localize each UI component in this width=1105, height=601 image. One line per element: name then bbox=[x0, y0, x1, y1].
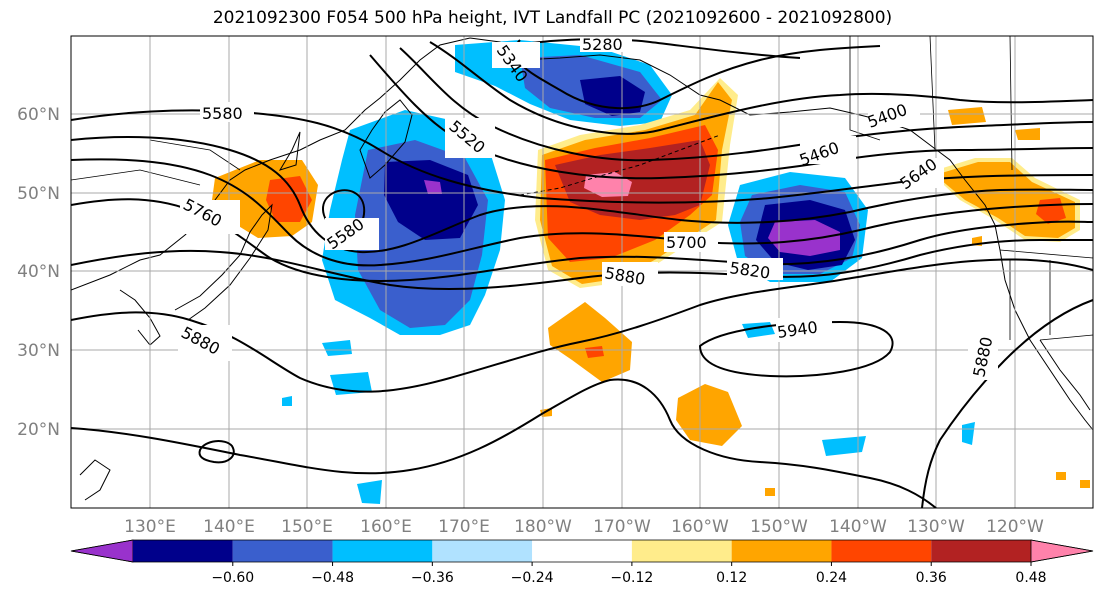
shade-pnw-orange bbox=[935, 162, 1075, 238]
lon-label-170e: 170°E bbox=[438, 517, 490, 537]
contour-label-5280: 5280 bbox=[582, 35, 623, 54]
border-china-russia bbox=[149, 139, 241, 171]
lon-label-150w: 150°W bbox=[750, 517, 808, 537]
lat-label-50: 50°N bbox=[17, 184, 60, 204]
colorbar: −0.60 −0.48 −0.36 −0.24 −0.12 0.12 0.24 0.36 0.4… bbox=[70, 539, 1094, 586]
colorbar-segment bbox=[731, 540, 832, 562]
colorbar-tick-label: −0.24 bbox=[511, 570, 554, 586]
shade-neg-spot-5 bbox=[962, 422, 975, 445]
colorbar-tick-label: −0.60 bbox=[211, 570, 254, 586]
coast-na-west bbox=[999, 249, 1093, 431]
shade-goa-purple bbox=[768, 220, 840, 256]
coast-philippines bbox=[79, 459, 111, 501]
lon-label-160w: 160°W bbox=[671, 517, 729, 537]
colorbar-segment bbox=[133, 540, 233, 562]
lon-label-170w: 170°W bbox=[593, 517, 651, 537]
coast-sakhalin bbox=[278, 131, 301, 171]
colorbar-segment bbox=[432, 540, 533, 562]
shade-pnw-spot-2 bbox=[1015, 128, 1040, 140]
colorbar-extend-low bbox=[70, 539, 134, 563]
coast-kamchatka bbox=[359, 99, 413, 179]
contour-5880-east bbox=[921, 299, 1093, 508]
contour-5940 bbox=[698, 320, 894, 378]
shade-small-spot-4 bbox=[1056, 472, 1066, 480]
shade-wpac-dark bbox=[384, 160, 478, 240]
lat-label-40: 40°N bbox=[17, 262, 60, 282]
map-frame bbox=[70, 35, 1094, 509]
contour-5880-ring-small bbox=[198, 440, 235, 464]
colorbar-segment bbox=[232, 540, 333, 562]
contour-5340 bbox=[513, 39, 881, 110]
colorbar-tick-label: 0.36 bbox=[916, 570, 947, 586]
contour-5700 bbox=[71, 158, 1093, 267]
coast-alaska bbox=[519, 54, 1001, 251]
lat-label-60: 60°N bbox=[17, 105, 60, 125]
shade-neg-spot-4 bbox=[822, 436, 866, 456]
colorbar-tick-label: 0.12 bbox=[716, 570, 747, 586]
colorbar-extend-high bbox=[1030, 539, 1094, 563]
coast-baja bbox=[1039, 339, 1091, 411]
contour-label-5580-north: 5580 bbox=[202, 104, 243, 123]
colorbar-tick-label: 0.24 bbox=[816, 570, 847, 586]
shade-neg-spot-2 bbox=[322, 340, 352, 356]
contour-5280 bbox=[499, 38, 801, 59]
contour-5880-south bbox=[71, 378, 937, 508]
contour-5640 bbox=[71, 136, 1093, 254]
lat-label-20: 20°N bbox=[17, 420, 60, 440]
contour-label-5700: 5700 bbox=[666, 233, 707, 252]
border-us-mexico bbox=[1039, 334, 1093, 341]
lon-label-130w: 130°W bbox=[907, 517, 965, 537]
map-content: 5280 5340 5400 5460 5520 5580 5580 5640 … bbox=[71, 35, 1093, 508]
coast-korea bbox=[119, 289, 161, 346]
lon-label-140e: 140°E bbox=[203, 517, 255, 537]
colorbar-segment bbox=[831, 540, 932, 562]
contour-labels: 5280 5340 5400 5460 5520 5580 5580 5640 … bbox=[178, 35, 998, 380]
shade-subtrop-orange bbox=[548, 302, 632, 382]
lon-label-180w: 180°W bbox=[514, 517, 572, 537]
longitude-labels: 130°E 140°E 150°E 160°E 170°E 180°W 170°… bbox=[124, 517, 1044, 537]
shade-japan-red bbox=[266, 176, 312, 222]
colorbar-segment bbox=[931, 540, 1031, 562]
colorbar-outline bbox=[70, 539, 1094, 563]
border-alaska-canada bbox=[849, 36, 881, 141]
shade-wpac-purple bbox=[424, 180, 442, 194]
border-mongolia bbox=[71, 169, 201, 186]
latitude-labels: 60°N 50°N 40°N 30°N 20°N bbox=[17, 105, 60, 440]
lon-label-120w: 120°W bbox=[986, 517, 1044, 537]
map-title: 2021092300 F054 500 hPa height, IVT Land… bbox=[212, 8, 893, 28]
colorbar-tick-label: 0.48 bbox=[1015, 570, 1046, 586]
colorbar-segment bbox=[631, 540, 732, 562]
lon-label-130e: 130°E bbox=[124, 517, 176, 537]
colorbar-tick-label: −0.36 bbox=[411, 570, 454, 586]
coast-japan bbox=[174, 203, 273, 321]
shade-small-spot-3 bbox=[1080, 480, 1090, 488]
shade-neg-spot-6 bbox=[357, 480, 382, 504]
coast-asia bbox=[71, 37, 471, 291]
shade-hawaii-orange bbox=[676, 384, 742, 446]
lon-label-160e: 160°E bbox=[360, 517, 412, 537]
lon-label-140w: 140°W bbox=[829, 517, 887, 537]
colorbar-segment bbox=[332, 540, 433, 562]
lon-label-150e: 150°E bbox=[281, 517, 333, 537]
shade-subtrop-red bbox=[585, 346, 604, 358]
coastlines bbox=[71, 37, 1093, 501]
colorbar-tick-label: −0.12 bbox=[610, 570, 653, 586]
height-contours bbox=[71, 38, 1093, 508]
lat-label-30: 30°N bbox=[17, 341, 60, 361]
colorbar-tick-label: −0.48 bbox=[311, 570, 354, 586]
shade-small-spot-2 bbox=[765, 488, 775, 496]
shade-pnw-spot-1 bbox=[948, 107, 986, 125]
colorbar-segment bbox=[532, 540, 632, 562]
contour-5880-main bbox=[71, 258, 1093, 393]
contour-5400 bbox=[429, 41, 1093, 135]
shade-neg-spot-7 bbox=[282, 396, 292, 406]
